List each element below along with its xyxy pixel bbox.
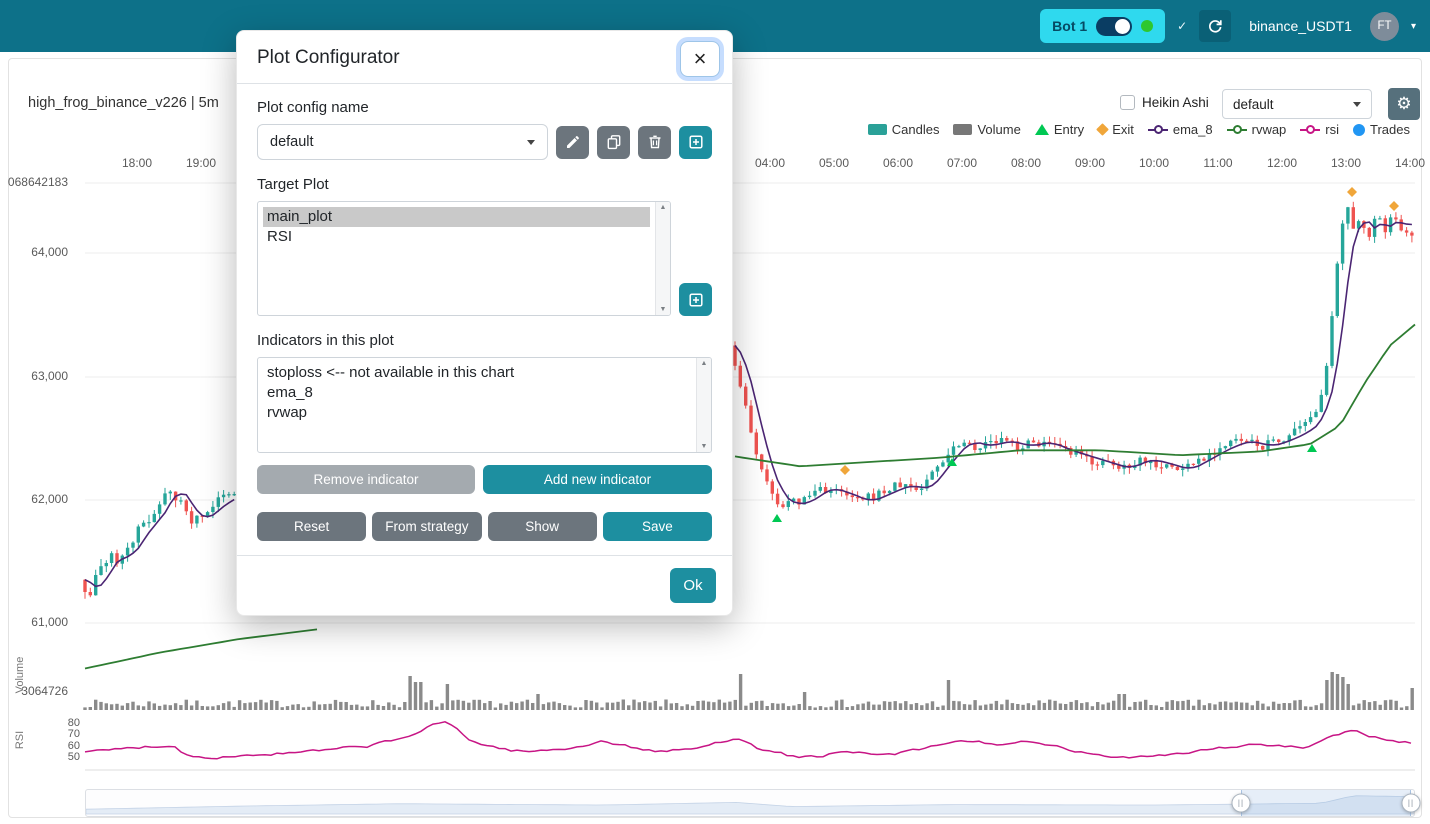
indicator-list-scrollbar[interactable]: ▲ ▼ (696, 358, 711, 452)
scroll-down-icon[interactable]: ▼ (700, 443, 708, 450)
target-plot-scrollbar[interactable]: ▲ ▼ (655, 202, 670, 315)
modal-title: Plot Configurator (257, 47, 400, 68)
chart-legend: Candles Volume Entry Exit ema_8 rvwap rsi Trade… (867, 122, 1410, 137)
plot-config-dropdown[interactable]: default (1222, 89, 1372, 119)
target-plot-label: Target Plot (257, 176, 329, 193)
list-item-rsi[interactable]: RSI (267, 228, 293, 245)
chart-settings-button[interactable]: ⚙ (1388, 88, 1420, 120)
legend-label: Entry (1053, 122, 1085, 137)
save-button[interactable]: Save (602, 512, 712, 541)
avatar-caret-icon[interactable]: ▾ (1410, 20, 1416, 32)
bot-selector[interactable]: Bot 1 (1040, 9, 1166, 43)
list-item-main-plot[interactable]: main_plot (263, 207, 650, 227)
legend-item-candles[interactable]: Candles (867, 122, 940, 137)
online-indicator (1141, 20, 1154, 32)
plus-square-icon (688, 135, 703, 149)
legend-item-exit[interactable]: Exit (1096, 122, 1134, 137)
plot-config-name-label: Plot config name (257, 99, 369, 116)
scroll-up-icon[interactable]: ▲ (700, 360, 708, 367)
ema-8-marker-icon (1147, 125, 1168, 134)
legend-label: Volume (977, 122, 1021, 137)
plus-square-icon (688, 292, 703, 307)
show-button[interactable]: Show (487, 512, 597, 541)
config-actions-row: Reset From strategy Show Save (257, 512, 712, 541)
legend-label: ema_8 (1172, 122, 1213, 137)
datazoom-right-handle[interactable]: || (1401, 793, 1421, 813)
refresh-icon (1209, 20, 1222, 33)
datazoom-overview (86, 795, 1414, 815)
modal-close-button[interactable]: × (680, 41, 720, 77)
remove-indicator-button[interactable]: Remove indicator (257, 465, 476, 494)
legend-item-trades[interactable]: Trades (1353, 122, 1410, 137)
reset-button[interactable]: Reset (257, 512, 367, 541)
ok-button[interactable]: Ok (670, 568, 716, 603)
bot-selector-label: Bot 1 (1052, 18, 1088, 34)
legend-label: Exit (1112, 122, 1134, 137)
list-item-ema-8[interactable]: ema_8 (267, 384, 313, 401)
check-icon: ✓ (1177, 19, 1188, 33)
legend-label: Candles (891, 122, 940, 137)
exit-marker-icon (1096, 123, 1110, 136)
indicators-label: Indicators in this plot (257, 332, 394, 349)
from-strategy-button[interactable]: From strategy (372, 512, 482, 541)
plot-configurator-modal: Plot Configurator × Plot config name def… (236, 30, 733, 616)
edit-config-button[interactable] (556, 125, 589, 159)
legend-item-rsi[interactable]: rsi (1300, 122, 1339, 137)
volume-marker-icon (953, 124, 973, 135)
add-indicator-button[interactable]: Add new indicator (483, 465, 712, 494)
candles-marker-icon (867, 124, 887, 135)
bot-toggle[interactable] (1096, 16, 1133, 36)
datazoom-selection[interactable] (1241, 790, 1411, 816)
legend-item-ema-8[interactable]: ema_8 (1147, 122, 1213, 137)
list-item-stoploss-not-available-in-this-chart[interactable]: stoploss <-- not available in this chart (267, 364, 515, 381)
refresh-button[interactable] (1199, 10, 1232, 42)
datazoom-left-handle[interactable]: || (1231, 793, 1251, 813)
add-config-button[interactable] (679, 125, 712, 159)
legend-label: rsi (1325, 122, 1340, 137)
indicator-list[interactable]: stoploss <-- not available in this chart… (257, 357, 712, 453)
target-plot-list[interactable]: main_plot RSI ▲ ▼ (257, 201, 671, 316)
rsi-marker-icon (1300, 125, 1321, 134)
trash-icon (649, 135, 660, 149)
config-name-row: default (257, 124, 712, 160)
chart-title: high_frog_binance_v226 | 5m (28, 95, 219, 111)
legend-item-rvwap[interactable]: rvwap (1226, 122, 1287, 137)
exchange-account-label: binance_USDT1 (1249, 18, 1352, 34)
avatar[interactable]: FT (1369, 11, 1399, 41)
list-item-rvwap[interactable]: rvwap (267, 404, 308, 421)
legend-label: Trades (1370, 122, 1410, 137)
rvwap-marker-icon (1226, 125, 1247, 134)
heikin-ashi-control: Heikin Ashi (1120, 95, 1209, 110)
plot-config-name-select[interactable]: default (257, 124, 548, 160)
chevron-down-icon (1353, 101, 1361, 107)
indicator-actions-row: Remove indicator Add new indicator (257, 465, 712, 494)
legend-item-entry[interactable]: Entry (1034, 122, 1085, 137)
gear-icon: ⚙ (1396, 94, 1412, 113)
target-plot-row: main_plot RSI ▲ ▼ (257, 201, 712, 316)
duplicate-config-button[interactable] (597, 125, 630, 159)
heikin-ashi-label: Heikin Ashi (1142, 95, 1209, 110)
scroll-up-icon[interactable]: ▲ (659, 204, 667, 211)
legend-label: rvwap (1251, 122, 1287, 137)
modal-header: Plot Configurator × (237, 31, 732, 84)
scroll-down-icon[interactable]: ▼ (659, 306, 667, 313)
pencil-icon (566, 136, 579, 148)
modal-body: Plot config name default (237, 84, 732, 555)
plot-config-name-select-value: default (270, 134, 314, 150)
bot-toggle-knob (1115, 18, 1131, 34)
datazoom-slider[interactable]: || || (85, 789, 1421, 817)
legend-item-volume[interactable]: Volume (953, 122, 1021, 137)
plot-config-dropdown-value: default (1233, 96, 1274, 112)
add-plot-button[interactable] (679, 283, 712, 316)
chevron-down-icon (527, 139, 535, 145)
heikin-ashi-checkbox[interactable] (1120, 95, 1135, 110)
entry-marker-icon (1034, 124, 1049, 135)
copy-icon (607, 135, 620, 150)
modal-footer: Ok (237, 555, 732, 615)
trades-marker-icon (1353, 123, 1366, 136)
delete-config-button[interactable] (638, 125, 671, 159)
